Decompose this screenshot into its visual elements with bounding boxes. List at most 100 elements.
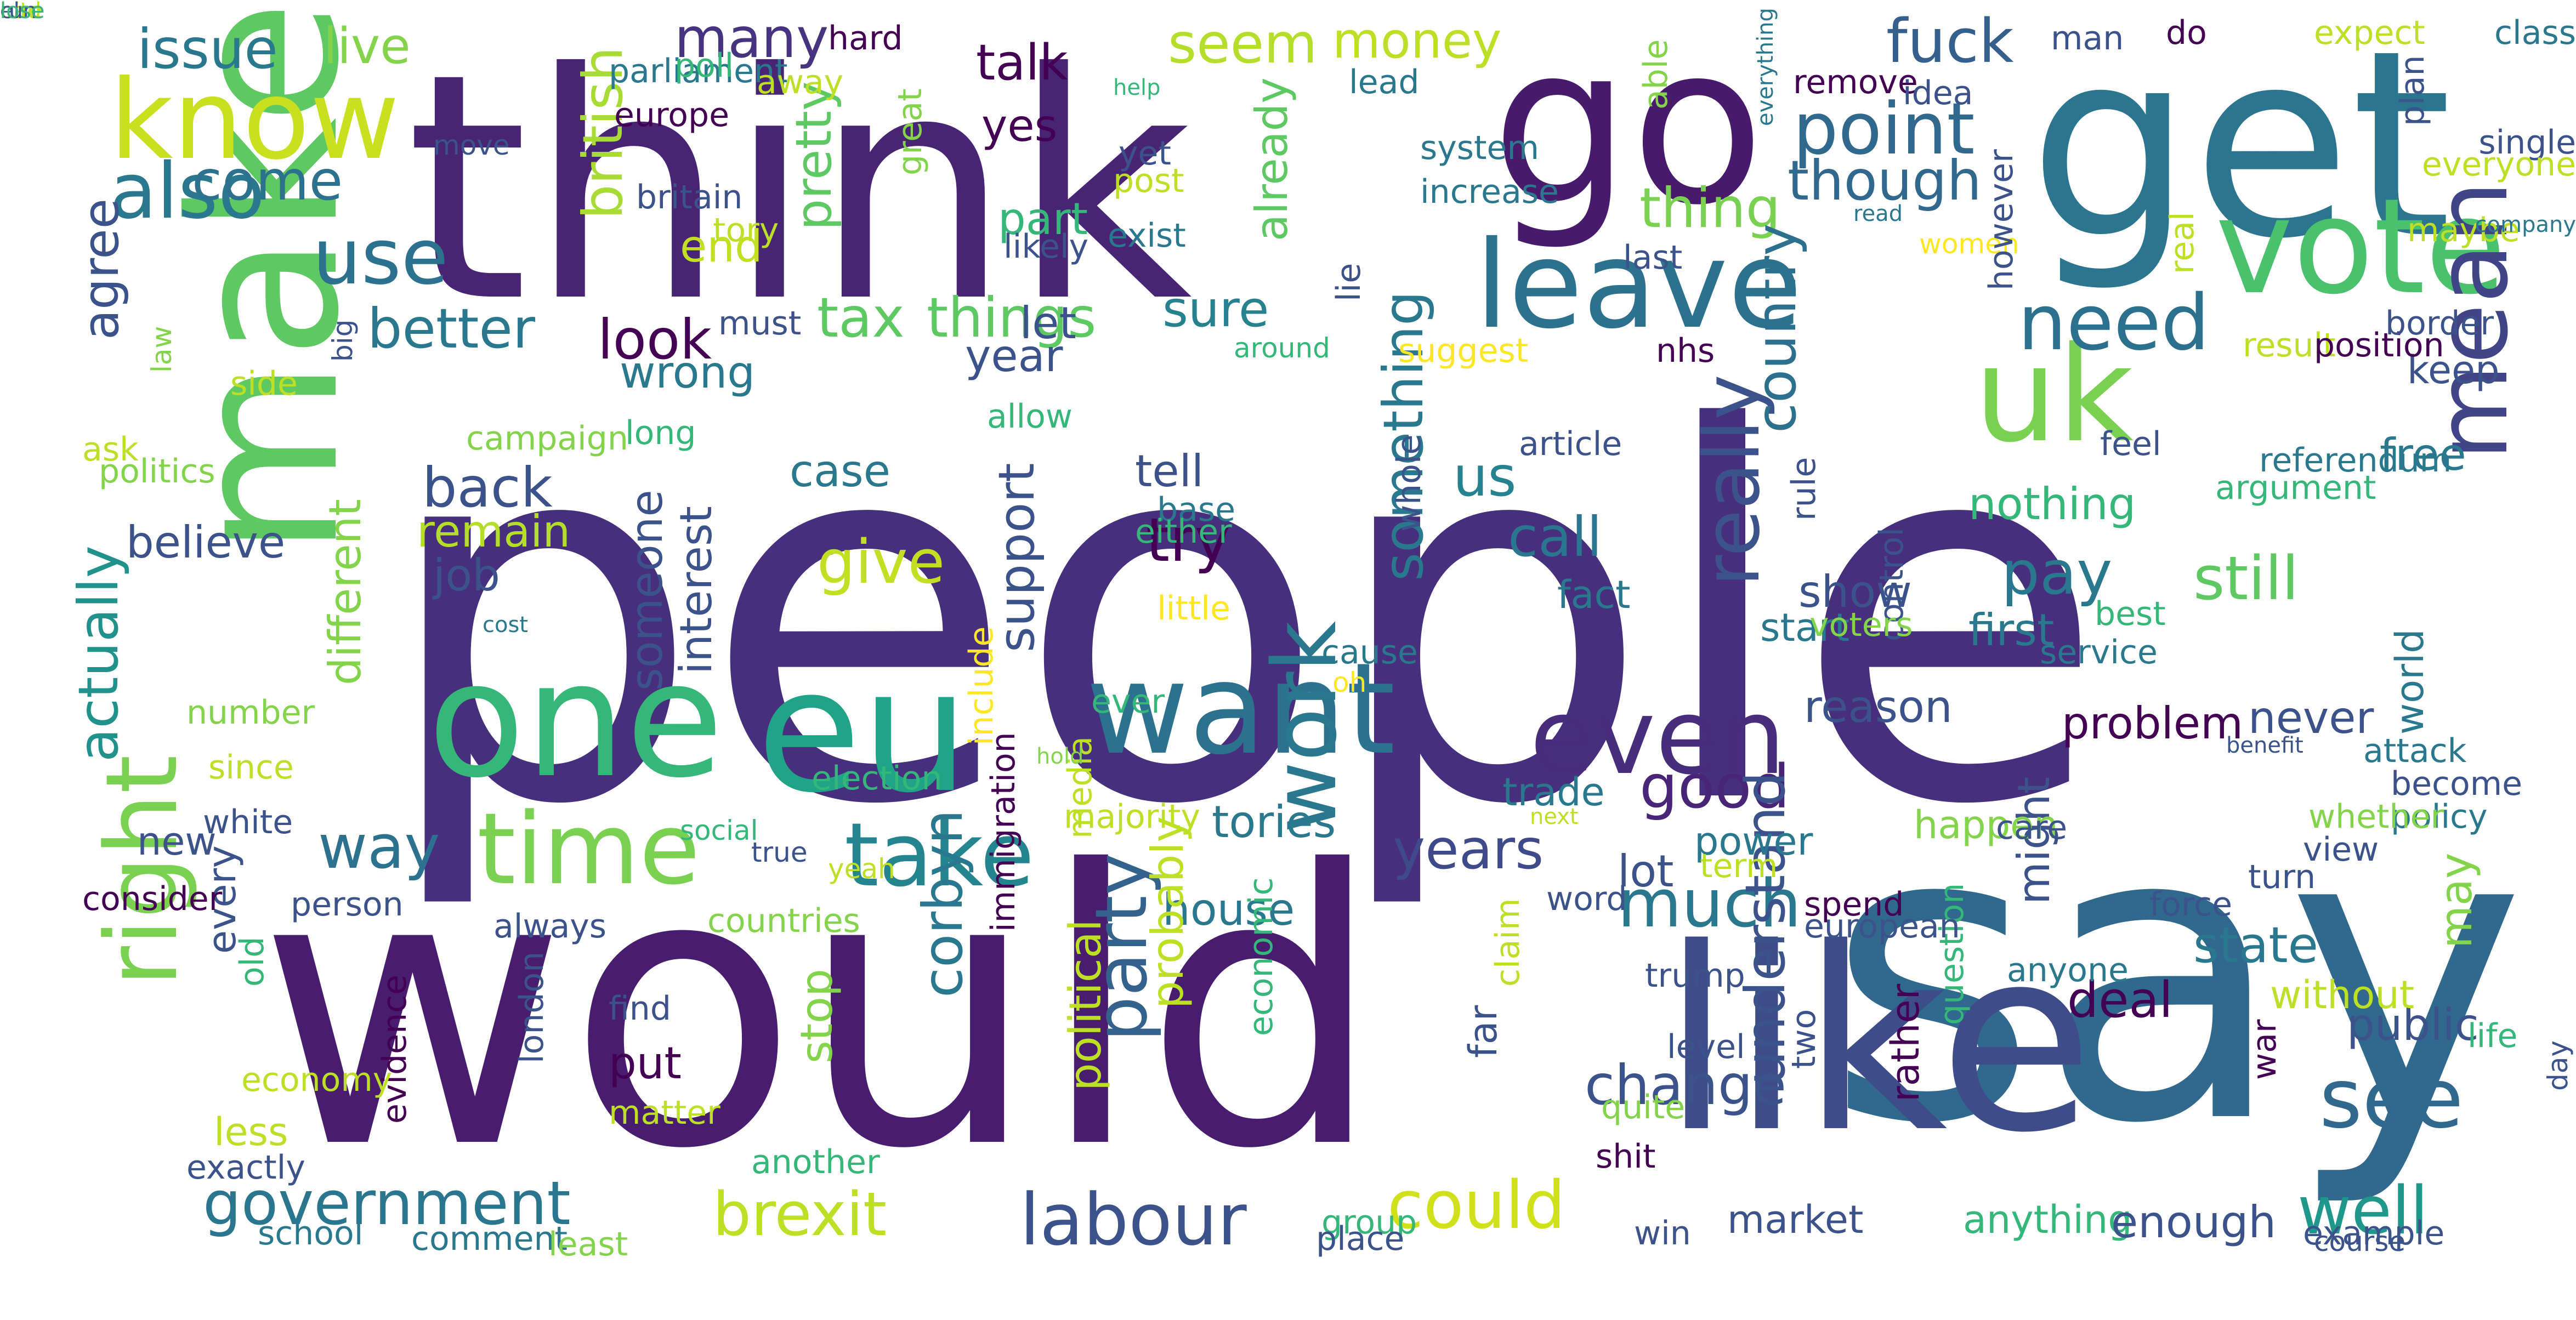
word-live: live: [324, 18, 411, 75]
word-want: want: [1086, 636, 1396, 783]
word-well: well: [2297, 1173, 2429, 1249]
word-london: london: [513, 951, 551, 1063]
word-say: say: [1826, 739, 2526, 1212]
word-shit: shit: [1596, 1137, 1656, 1176]
word-money: money: [1332, 12, 1502, 70]
word-bite: bite: [0, 0, 42, 24]
word-use: use: [313, 213, 449, 302]
word-since: since: [208, 748, 294, 787]
word-true: true: [751, 837, 808, 868]
word-free: free: [2380, 429, 2466, 480]
word-many: many: [674, 6, 829, 70]
word-trump: trump: [1645, 957, 1745, 995]
word-last: last: [1623, 238, 1683, 277]
word-allow: allow: [987, 397, 1073, 436]
word-country: country: [1744, 223, 1808, 433]
word-never: never: [2248, 692, 2374, 743]
word-everything: everything: [1753, 8, 1778, 126]
word-quite: quite: [1601, 1088, 1686, 1126]
word-side: side: [230, 365, 298, 403]
word-must: must: [718, 304, 802, 343]
word-economy: economy: [241, 1061, 393, 1099]
word-become: become: [2391, 765, 2523, 803]
word-government: government: [203, 1168, 571, 1238]
word-look: look: [598, 308, 712, 372]
word-comment: comment: [411, 1220, 568, 1258]
word-economic: economic: [1242, 877, 1280, 1036]
word-number: number: [186, 693, 315, 732]
word-big: big: [327, 319, 359, 362]
word-referendum: referendum: [2259, 441, 2452, 480]
word-tories: tories: [1212, 796, 1336, 847]
word-two: two: [1785, 1009, 1823, 1069]
word-voters: voters: [1809, 606, 1913, 644]
word-house: house: [1162, 884, 1295, 935]
word-without: without: [2270, 972, 2415, 1017]
word-idea: idea: [1903, 74, 1973, 112]
word-old: old: [233, 936, 271, 987]
word-someone: someone: [621, 490, 672, 691]
word-majority: majority: [1064, 798, 1200, 836]
word-europe: europe: [614, 96, 729, 134]
word-better: better: [367, 297, 536, 361]
word-include: include: [962, 626, 1001, 746]
word-see: see: [2319, 1051, 2464, 1147]
word-job: job: [433, 550, 500, 601]
word-agree: agree: [72, 198, 130, 340]
word-remain: remain: [417, 506, 571, 557]
word-cause: cause: [1321, 633, 1418, 672]
word-group: group: [1321, 1203, 1417, 1242]
word-different: different: [320, 499, 371, 685]
word-year: year: [965, 331, 1063, 382]
word-though: though: [1788, 149, 1982, 213]
word-example: example: [2303, 1214, 2445, 1253]
word-corbyn: corbyn: [911, 809, 975, 998]
word-issue: issue: [137, 17, 278, 81]
word-fuck: fuck: [1886, 6, 2014, 76]
word-britain: britain: [636, 178, 743, 217]
word-eu: eu: [757, 633, 969, 830]
word-evidence: evidence: [376, 974, 414, 1124]
word-day: day: [2542, 1040, 2574, 1091]
word-labour: labour: [1020, 1178, 1247, 1261]
word-support: support: [988, 463, 1046, 652]
word-fact: fact: [1557, 572, 1631, 617]
word-else: else: [0, 0, 45, 24]
word-try: try: [1146, 505, 1230, 575]
word-place: place: [1316, 1220, 1405, 1258]
word-help: help: [1113, 75, 1161, 100]
word-another: another: [751, 1143, 880, 1181]
word-parliament: parliament: [609, 52, 788, 90]
word-expect: expect: [2314, 14, 2425, 52]
word-politics: politics: [99, 452, 215, 491]
word-article: article: [1519, 425, 1622, 463]
word-tell: tell: [1135, 446, 1204, 497]
word-life: life: [2467, 1017, 2518, 1055]
word-move: move: [433, 129, 510, 161]
word-remove: remove: [1793, 63, 1918, 101]
word-force: force: [2149, 885, 2233, 924]
word-turn: turn: [2248, 858, 2316, 896]
word-actually: actually: [66, 545, 130, 762]
word-find: find: [609, 989, 671, 1028]
word-claim: claim: [1489, 898, 1527, 987]
word-new: new: [137, 819, 217, 864]
word-yes: yes: [981, 100, 1058, 151]
word-countries: countries: [707, 902, 860, 940]
word-social: social: [680, 815, 758, 846]
word-right: right: [85, 755, 200, 987]
word-let: let: [1020, 298, 1076, 349]
word-suggest: suggest: [1398, 332, 1529, 370]
word-european: european: [1804, 907, 1960, 946]
word-oh: oh: [1332, 667, 1367, 698]
word-best: best: [2095, 595, 2166, 633]
word-enough: enough: [2111, 1197, 2277, 1248]
word-would: would: [258, 791, 1384, 1231]
word-keep: keep: [2407, 348, 2500, 392]
word-bad: bad: [0, 0, 42, 24]
word-stop: stop: [791, 969, 842, 1063]
word-time: time: [477, 792, 700, 907]
word-long: long: [625, 414, 696, 452]
word-go: go: [1491, 0, 1765, 253]
